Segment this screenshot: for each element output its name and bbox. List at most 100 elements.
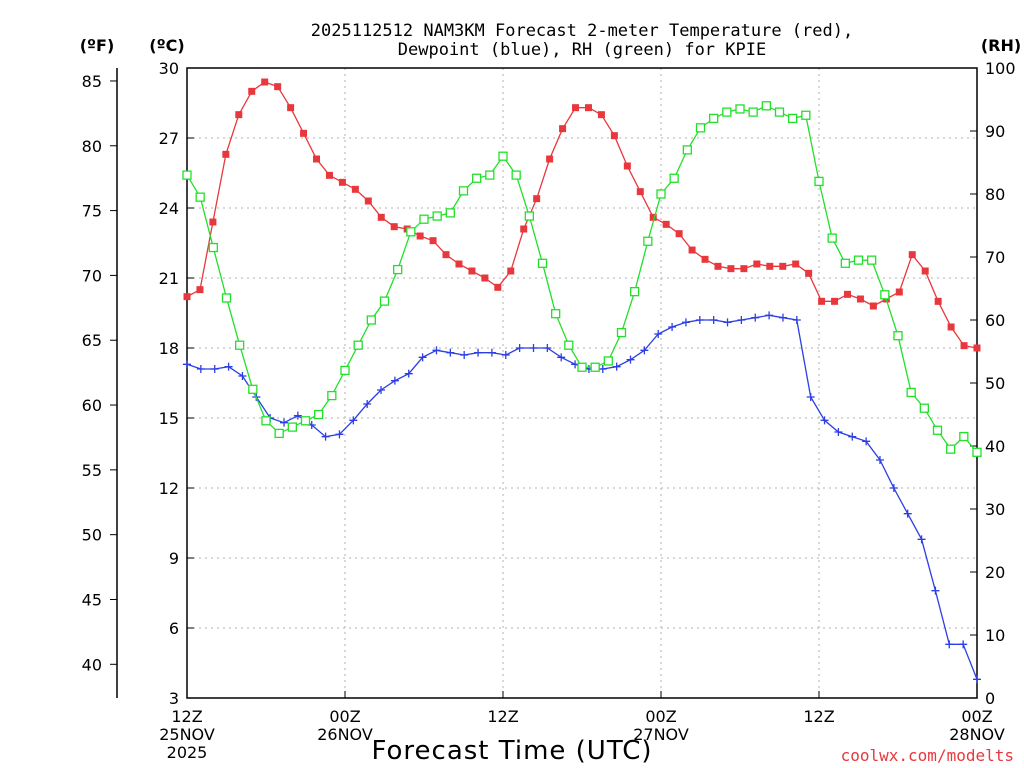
x-tick-label: 28NOV bbox=[949, 725, 1005, 744]
dewpoint-point bbox=[529, 344, 538, 352]
dewpoint-point bbox=[889, 484, 898, 492]
rh-point bbox=[432, 211, 442, 221]
fahrenheit-tick-label: 85 bbox=[82, 72, 102, 91]
temperature-point bbox=[481, 274, 489, 282]
dewpoint-markers bbox=[183, 311, 981, 684]
rh-axis-unit: (RH) bbox=[981, 36, 1021, 55]
temperature-point bbox=[325, 171, 333, 179]
rh-point bbox=[840, 258, 850, 268]
dewpoint-point bbox=[917, 535, 926, 544]
dewpoint-point bbox=[806, 393, 815, 401]
rh-tick-label: 10 bbox=[985, 626, 1005, 645]
rh-point bbox=[630, 286, 640, 297]
fahrenheit-tick-label: 65 bbox=[82, 331, 102, 350]
x-tick-label: 00Z bbox=[329, 707, 360, 726]
rh-point bbox=[867, 255, 877, 265]
dewpoint-point bbox=[945, 640, 954, 649]
dewpoint-point bbox=[737, 316, 746, 324]
dewpoint-point bbox=[557, 353, 566, 362]
rh-tick-label: 40 bbox=[985, 437, 1005, 456]
rh-point bbox=[603, 356, 613, 366]
temperature-markers bbox=[183, 78, 981, 352]
rh-line bbox=[186, 105, 978, 453]
dewpoint-point bbox=[723, 318, 732, 327]
temperature-point bbox=[520, 225, 528, 233]
dewpoint-point bbox=[224, 362, 233, 371]
rh-point bbox=[814, 176, 824, 187]
temperature-point bbox=[843, 290, 851, 298]
temperature-point bbox=[584, 104, 592, 112]
rh-tick-label: 60 bbox=[985, 311, 1005, 330]
dewpoint-point bbox=[363, 400, 372, 408]
dewpoint-point bbox=[501, 351, 510, 359]
rh-point bbox=[709, 113, 719, 124]
fahrenheit-tick-label: 55 bbox=[82, 461, 102, 480]
x-axis-label: Forecast Time (UTC) bbox=[371, 736, 652, 766]
chart-title-line-2: Dewpoint (blue), RH (green) for KPIE bbox=[398, 40, 766, 60]
rh-point bbox=[485, 170, 495, 180]
rh-point bbox=[551, 309, 561, 319]
temperature-point bbox=[610, 132, 618, 140]
plot-frame bbox=[186, 67, 978, 699]
temperature-point bbox=[779, 262, 787, 270]
temperature-point bbox=[649, 213, 657, 221]
temperature-point bbox=[287, 104, 295, 112]
dewpoint-point bbox=[446, 348, 455, 357]
dewpoint-point bbox=[515, 344, 524, 352]
temperature-point bbox=[688, 246, 696, 254]
temperature-point bbox=[675, 230, 683, 238]
dewpoint-point bbox=[404, 369, 413, 378]
dewpoint-point bbox=[654, 330, 663, 338]
rh-point bbox=[379, 296, 390, 306]
rh-point bbox=[643, 236, 653, 246]
temperature-point bbox=[209, 218, 217, 226]
rh-point bbox=[445, 208, 455, 218]
rh-tick-label: 80 bbox=[985, 185, 1005, 204]
rh-point bbox=[669, 173, 679, 183]
dewpoint-point bbox=[820, 416, 829, 425]
rh-point bbox=[564, 340, 574, 350]
dewpoint-point bbox=[848, 432, 857, 441]
rh-tick-label: 0 bbox=[985, 689, 995, 708]
dewpoint-point bbox=[834, 428, 843, 436]
dewpoint-point bbox=[487, 348, 496, 357]
dewpoint-point bbox=[460, 351, 469, 359]
celsius-tick-label: 9 bbox=[169, 549, 179, 568]
fahrenheit-tick-label: 70 bbox=[82, 266, 102, 285]
temperature-point bbox=[818, 297, 826, 305]
rh-point bbox=[722, 107, 732, 117]
fahrenheit-tick-label: 75 bbox=[82, 202, 102, 221]
dewpoint-point bbox=[210, 365, 219, 373]
celsius-tick-label: 21 bbox=[159, 269, 179, 288]
temperature-point bbox=[908, 251, 916, 259]
rh-point bbox=[458, 186, 469, 196]
temperature-point bbox=[805, 269, 813, 277]
dewpoint-point bbox=[695, 316, 704, 324]
temperature-point bbox=[559, 125, 567, 133]
rh-point bbox=[300, 416, 311, 426]
temperature-point bbox=[377, 213, 385, 221]
dewpoint-point bbox=[377, 386, 386, 394]
x-tick-label: 12Z bbox=[487, 707, 518, 726]
rh-point bbox=[248, 384, 258, 394]
temperature-point bbox=[792, 260, 800, 268]
dewpoint-point bbox=[751, 313, 760, 322]
fahrenheit-tick-label: 45 bbox=[82, 590, 102, 609]
dewpoint-point bbox=[418, 353, 427, 362]
rh-point bbox=[577, 362, 587, 372]
rh-point bbox=[366, 315, 376, 325]
axes: 3 6 9 12 15 18 21 24 27 30 40 45 50 55 60 65 70 75 80 85 0 10… bbox=[82, 59, 1016, 762]
temperature-point bbox=[960, 342, 968, 350]
rh-point bbox=[353, 340, 363, 350]
rh-point bbox=[472, 173, 482, 183]
temperature-point bbox=[507, 267, 515, 275]
celsius-tick-label: 15 bbox=[159, 409, 179, 428]
x-tick-label: 26NOV bbox=[317, 725, 373, 744]
celsius-tick-label: 12 bbox=[159, 479, 179, 498]
temperature-point bbox=[222, 150, 230, 158]
temperature-point bbox=[351, 185, 359, 193]
rh-point bbox=[695, 123, 706, 133]
dewpoint-point bbox=[931, 586, 940, 595]
rh-point bbox=[221, 293, 232, 303]
temperature-point bbox=[973, 344, 981, 352]
